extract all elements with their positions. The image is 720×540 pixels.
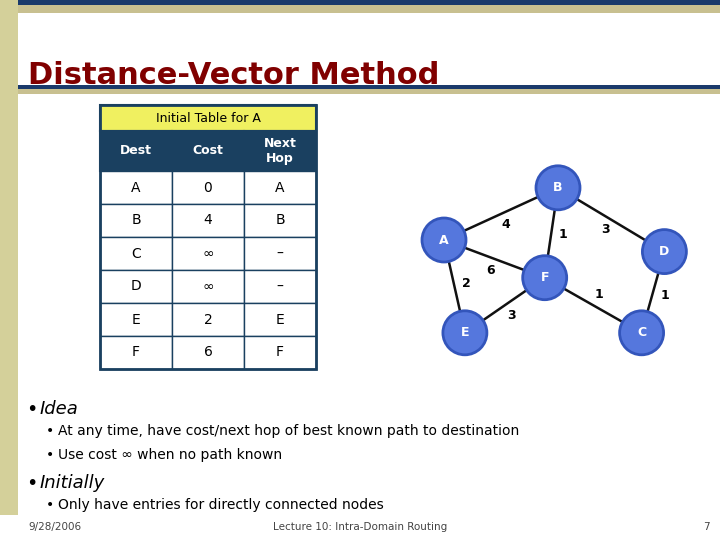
FancyBboxPatch shape: [172, 131, 244, 171]
Text: C: C: [637, 326, 646, 339]
Text: 1: 1: [660, 289, 669, 302]
Ellipse shape: [422, 218, 466, 262]
Text: Initially: Initially: [40, 474, 105, 492]
Text: F: F: [276, 346, 284, 360]
FancyBboxPatch shape: [18, 0, 720, 5]
FancyBboxPatch shape: [100, 270, 172, 303]
Text: 0: 0: [204, 180, 212, 194]
FancyBboxPatch shape: [100, 171, 172, 204]
Text: –: –: [276, 246, 284, 260]
Text: 1: 1: [559, 228, 567, 241]
FancyBboxPatch shape: [172, 303, 244, 336]
Text: •: •: [46, 448, 54, 462]
FancyBboxPatch shape: [100, 105, 316, 131]
Text: D: D: [660, 245, 670, 258]
Text: Cost: Cost: [192, 145, 223, 158]
Text: Dest: Dest: [120, 145, 152, 158]
Ellipse shape: [536, 166, 580, 210]
Ellipse shape: [620, 311, 664, 355]
Ellipse shape: [642, 230, 686, 274]
Text: •: •: [46, 424, 54, 438]
FancyBboxPatch shape: [0, 515, 720, 540]
FancyBboxPatch shape: [18, 85, 720, 89]
FancyBboxPatch shape: [244, 270, 316, 303]
Text: Initial Table for A: Initial Table for A: [156, 111, 261, 125]
Text: •: •: [26, 400, 37, 419]
Text: •: •: [46, 498, 54, 512]
FancyBboxPatch shape: [100, 204, 172, 237]
FancyBboxPatch shape: [172, 237, 244, 270]
Text: 7: 7: [703, 522, 710, 532]
Ellipse shape: [523, 256, 567, 300]
Text: A: A: [439, 233, 449, 246]
FancyBboxPatch shape: [100, 131, 172, 171]
FancyBboxPatch shape: [18, 89, 720, 94]
FancyBboxPatch shape: [100, 336, 172, 369]
FancyBboxPatch shape: [244, 303, 316, 336]
FancyBboxPatch shape: [244, 204, 316, 237]
FancyBboxPatch shape: [244, 171, 316, 204]
Text: Distance-Vector Method: Distance-Vector Method: [28, 60, 439, 90]
FancyBboxPatch shape: [244, 131, 316, 171]
FancyBboxPatch shape: [172, 204, 244, 237]
Text: Idea: Idea: [40, 400, 78, 418]
FancyBboxPatch shape: [172, 270, 244, 303]
FancyBboxPatch shape: [244, 336, 316, 369]
Text: –: –: [276, 280, 284, 294]
Text: 2: 2: [462, 277, 471, 291]
Text: 3: 3: [508, 309, 516, 322]
Text: Lecture 10: Intra-Domain Routing: Lecture 10: Intra-Domain Routing: [273, 522, 447, 532]
Text: B: B: [131, 213, 141, 227]
Text: Only have entries for directly connected nodes: Only have entries for directly connected…: [58, 498, 384, 512]
Text: E: E: [461, 326, 469, 339]
Text: At any time, have cost/next hop of best known path to destination: At any time, have cost/next hop of best …: [58, 424, 519, 438]
Text: 3: 3: [600, 224, 609, 237]
FancyBboxPatch shape: [100, 303, 172, 336]
FancyBboxPatch shape: [18, 5, 720, 13]
Text: ∞: ∞: [202, 280, 214, 294]
Text: A: A: [131, 180, 140, 194]
Text: E: E: [132, 313, 140, 327]
Text: 1: 1: [595, 288, 603, 301]
Text: 6: 6: [204, 346, 212, 360]
Text: B: B: [275, 213, 285, 227]
FancyBboxPatch shape: [172, 171, 244, 204]
Text: 4: 4: [502, 218, 510, 231]
FancyBboxPatch shape: [0, 0, 18, 540]
Text: Use cost ∞ when no path known: Use cost ∞ when no path known: [58, 448, 282, 462]
Text: F: F: [132, 346, 140, 360]
Text: E: E: [276, 313, 284, 327]
Text: 4: 4: [204, 213, 212, 227]
Text: C: C: [131, 246, 141, 260]
Text: 2: 2: [204, 313, 212, 327]
Text: F: F: [541, 271, 549, 284]
Text: B: B: [553, 181, 563, 194]
Text: Next
Hop: Next Hop: [264, 137, 297, 165]
FancyBboxPatch shape: [100, 237, 172, 270]
Ellipse shape: [443, 311, 487, 355]
Text: •: •: [26, 474, 37, 493]
Text: D: D: [130, 280, 141, 294]
Text: 6: 6: [486, 264, 495, 276]
Text: A: A: [275, 180, 284, 194]
Text: ∞: ∞: [202, 246, 214, 260]
FancyBboxPatch shape: [244, 237, 316, 270]
FancyBboxPatch shape: [172, 336, 244, 369]
Text: 9/28/2006: 9/28/2006: [28, 522, 81, 532]
